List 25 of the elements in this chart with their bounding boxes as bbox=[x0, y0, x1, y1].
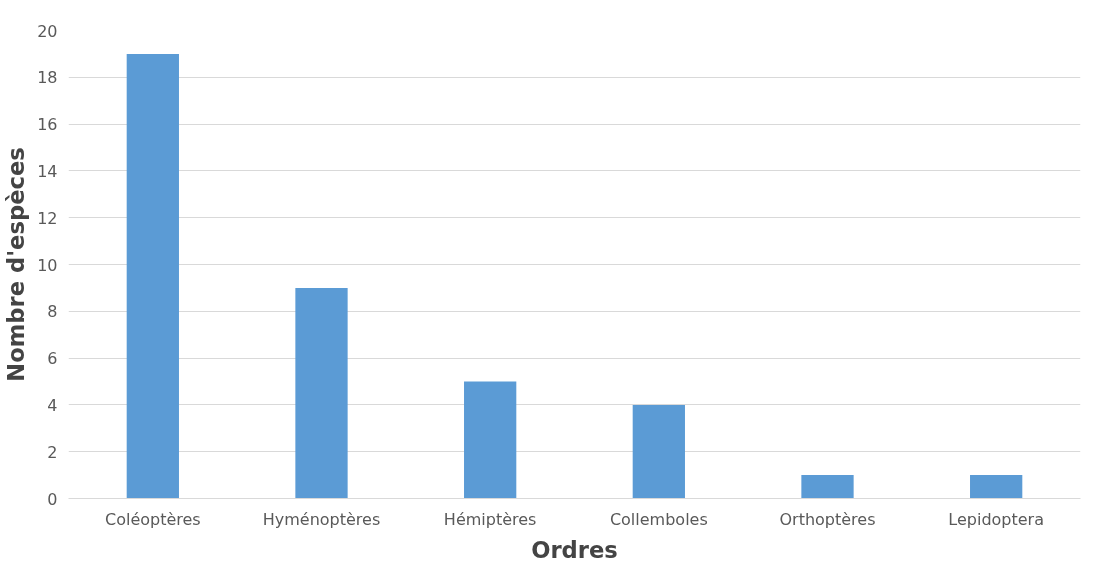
bar bbox=[295, 287, 348, 499]
bar bbox=[632, 404, 685, 499]
y-tick-label: 0 bbox=[47, 489, 58, 509]
y-tick-label: 16 bbox=[37, 115, 58, 135]
bar bbox=[970, 475, 1023, 499]
y-tick-label: 2 bbox=[47, 442, 58, 462]
bar bbox=[801, 475, 854, 499]
y-tick-label: 10 bbox=[37, 255, 58, 275]
y-tick-label: 14 bbox=[37, 161, 58, 181]
x-tick-label: Coléoptères bbox=[104, 509, 201, 529]
x-axis-title: Ordres bbox=[531, 536, 618, 563]
y-tick-label: 8 bbox=[47, 302, 58, 322]
y-tick-label: 20 bbox=[37, 21, 58, 41]
x-tick-label: Hémiptères bbox=[443, 509, 537, 529]
x-tick-label: Collemboles bbox=[609, 509, 708, 529]
y-tick-label: 4 bbox=[47, 395, 58, 415]
y-tick-label: 18 bbox=[37, 68, 58, 88]
x-tick-label: Lepidoptera bbox=[948, 509, 1045, 529]
bar bbox=[126, 53, 179, 499]
y-tick-label: 6 bbox=[47, 349, 58, 369]
y-axis-title: Nombre d'espèces bbox=[3, 147, 30, 382]
x-tick-label: Hyménoptères bbox=[262, 509, 381, 529]
x-tick-label: Orthoptères bbox=[779, 509, 876, 529]
bar bbox=[464, 381, 517, 499]
y-tick-label: 12 bbox=[37, 208, 58, 228]
